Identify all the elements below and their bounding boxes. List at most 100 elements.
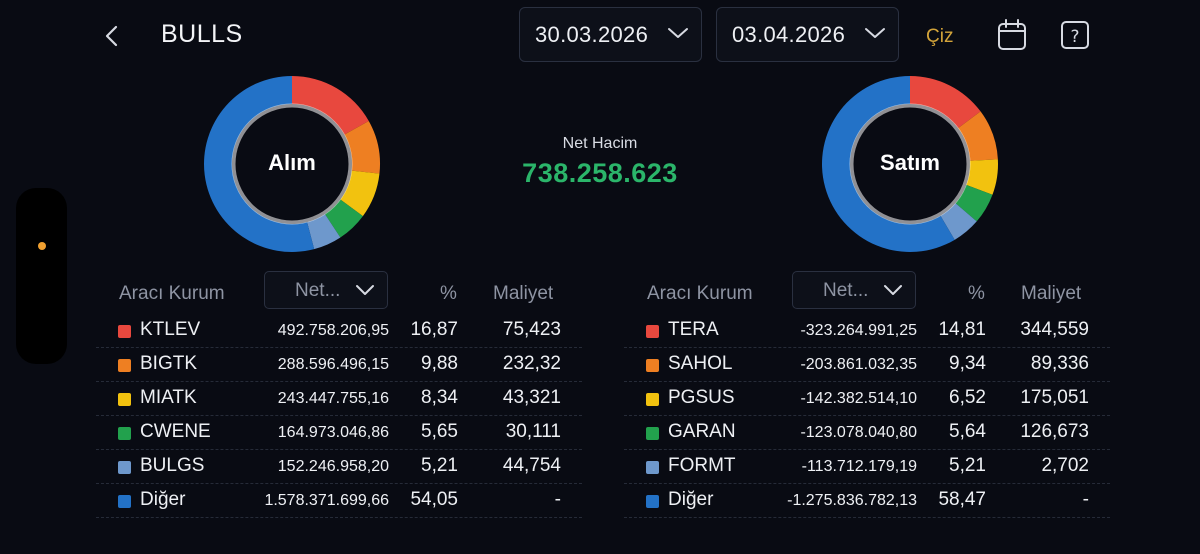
- row-cost: 75,423: [502, 319, 561, 340]
- buy-header-pct: %: [440, 283, 457, 304]
- row-cost: 232,32: [502, 353, 561, 374]
- table-row[interactable]: SAHOL -203.861.032,35 9,34 89,336: [624, 348, 1110, 382]
- table-row[interactable]: CWENE 164.973.046,86 5,65 30,111: [96, 416, 582, 450]
- row-cost: 30,111: [505, 421, 561, 442]
- legend-swatch: [118, 393, 131, 406]
- legend-swatch: [646, 359, 659, 372]
- row-net: 243.447.755,16: [277, 390, 389, 407]
- table-row[interactable]: Diğer -1.275.836.782,13 58,47 -: [624, 484, 1110, 518]
- chevron-left-icon[interactable]: [100, 22, 126, 50]
- row-net: -123.078.040,80: [800, 424, 917, 441]
- row-pct: 5,21: [421, 455, 458, 476]
- row-net: -1.275.836.782,13: [787, 492, 917, 509]
- row-cost: 344,559: [1020, 319, 1089, 340]
- row-pct: 54,05: [410, 489, 458, 510]
- end-date-select[interactable]: 03.04.2026: [716, 7, 899, 62]
- side-panel-handle[interactable]: [16, 188, 67, 364]
- sell-sort-select[interactable]: Net...: [792, 271, 916, 309]
- net-volume-value: 738.258.623: [522, 158, 678, 188]
- table-row[interactable]: MIATK 243.447.755,16 8,34 43,321: [96, 382, 582, 416]
- donut-hole: [854, 108, 966, 220]
- buy-table: KTLEV 492.758.206,95 16,87 75,423 BIGTK 288.5…: [96, 314, 582, 518]
- legend-swatch: [646, 461, 659, 474]
- row-cost: 44,754: [502, 455, 561, 476]
- row-cost: 43,321: [502, 387, 561, 408]
- row-cost: 2,702: [1041, 455, 1089, 476]
- row-net: 164.973.046,86: [277, 424, 389, 441]
- buy-donut-chart: [204, 76, 380, 252]
- buy-sort-select[interactable]: Net...: [264, 271, 388, 309]
- row-name: GARAN: [668, 421, 736, 442]
- sell-header-cost: Maliyet: [1021, 283, 1082, 304]
- table-row[interactable]: Diğer 1.578.371.699,66 54,05 -: [96, 484, 582, 518]
- row-name: KTLEV: [140, 319, 201, 340]
- table-row[interactable]: GARAN -123.078.040,80 5,64 126,673: [624, 416, 1110, 450]
- donut-slice: [204, 76, 315, 252]
- row-cost: 89,336: [1030, 353, 1089, 374]
- sell-table: TERA -323.264.991,25 14,81 344,559 SAHOL -203…: [624, 314, 1110, 518]
- row-name: Diğer: [668, 489, 714, 510]
- row-name: FORMT: [668, 455, 736, 476]
- sell-sort-select-value: Net...: [823, 280, 869, 301]
- chevron-down-icon: [865, 28, 885, 38]
- row-pct: 5,65: [421, 421, 458, 442]
- row-cost: 126,673: [1020, 421, 1089, 442]
- row-cost: -: [1082, 489, 1089, 510]
- calendar-icon[interactable]: [997, 19, 1027, 56]
- table-row[interactable]: TERA -323.264.991,25 14,81 344,559: [624, 314, 1110, 348]
- row-pct: 6,52: [949, 387, 986, 408]
- row-net: -113.712.179,19: [801, 458, 917, 475]
- sell-donut-label: Satım: [880, 150, 940, 175]
- row-pct: 5,21: [949, 455, 986, 476]
- net-volume-title: Net Hacim: [562, 135, 638, 152]
- table-row[interactable]: KTLEV 492.758.206,95 16,87 75,423: [96, 314, 582, 348]
- row-net: 152.246.958,20: [277, 458, 389, 475]
- row-name: BIGTK: [140, 353, 198, 374]
- donut-slice: [940, 203, 977, 240]
- table-row[interactable]: FORMT -113.712.179,19 5,21 2,702: [624, 450, 1110, 484]
- row-net: 492.758.206,95: [277, 322, 389, 339]
- svg-text:?: ?: [1070, 27, 1079, 47]
- start-date-select[interactable]: 30.03.2026: [519, 7, 702, 62]
- legend-swatch: [646, 325, 659, 338]
- row-pct: 5,64: [949, 421, 986, 442]
- table-row[interactable]: BIGTK 288.596.496,15 9,88 232,32: [96, 348, 582, 382]
- legend-swatch: [646, 393, 659, 406]
- row-cost: -: [554, 489, 561, 510]
- row-pct: 8,34: [421, 387, 458, 408]
- row-name: Diğer: [140, 489, 186, 510]
- donut-inner-ring: [849, 103, 971, 225]
- row-net: 1.578.371.699,66: [264, 492, 389, 509]
- donut-slice: [340, 170, 380, 217]
- buy-header-cost: Maliyet: [493, 283, 554, 304]
- row-pct: 9,34: [949, 353, 986, 374]
- row-net: -203.861.032,35: [800, 356, 917, 373]
- donut-slice: [910, 76, 981, 129]
- row-cost: 175,051: [1020, 387, 1089, 408]
- legend-swatch: [118, 495, 131, 508]
- row-pct: 9,88: [421, 353, 458, 374]
- donut-slice: [324, 199, 363, 238]
- draw-button[interactable]: Çiz: [926, 26, 954, 47]
- page-title: BULLS: [161, 20, 243, 48]
- buy-sort-select-value: Net...: [295, 280, 341, 301]
- indicator-dot: [38, 242, 46, 250]
- legend-swatch: [646, 495, 659, 508]
- donut-hole: [236, 108, 348, 220]
- table-row[interactable]: PGSUS -142.382.514,10 6,52 175,051: [624, 382, 1110, 416]
- donut-inner-ring: [231, 103, 353, 225]
- donut-slice: [822, 76, 955, 252]
- donut-slice: [344, 120, 380, 174]
- legend-swatch: [118, 427, 131, 440]
- row-name: CWENE: [140, 421, 211, 442]
- row-name: PGSUS: [668, 387, 735, 408]
- row-pct: 14,81: [938, 319, 986, 340]
- row-net: -323.264.991,25: [800, 322, 917, 339]
- sell-header-broker: Aracı Kurum: [647, 283, 753, 304]
- end-date-value: 03.04.2026: [732, 21, 846, 47]
- row-net: 288.596.496,15: [277, 356, 389, 373]
- table-row[interactable]: BULGS 152.246.958,20 5,21 44,754: [96, 450, 582, 484]
- legend-swatch: [118, 359, 131, 372]
- question-icon[interactable]: ?: [1060, 19, 1090, 56]
- row-name: MIATK: [140, 387, 197, 408]
